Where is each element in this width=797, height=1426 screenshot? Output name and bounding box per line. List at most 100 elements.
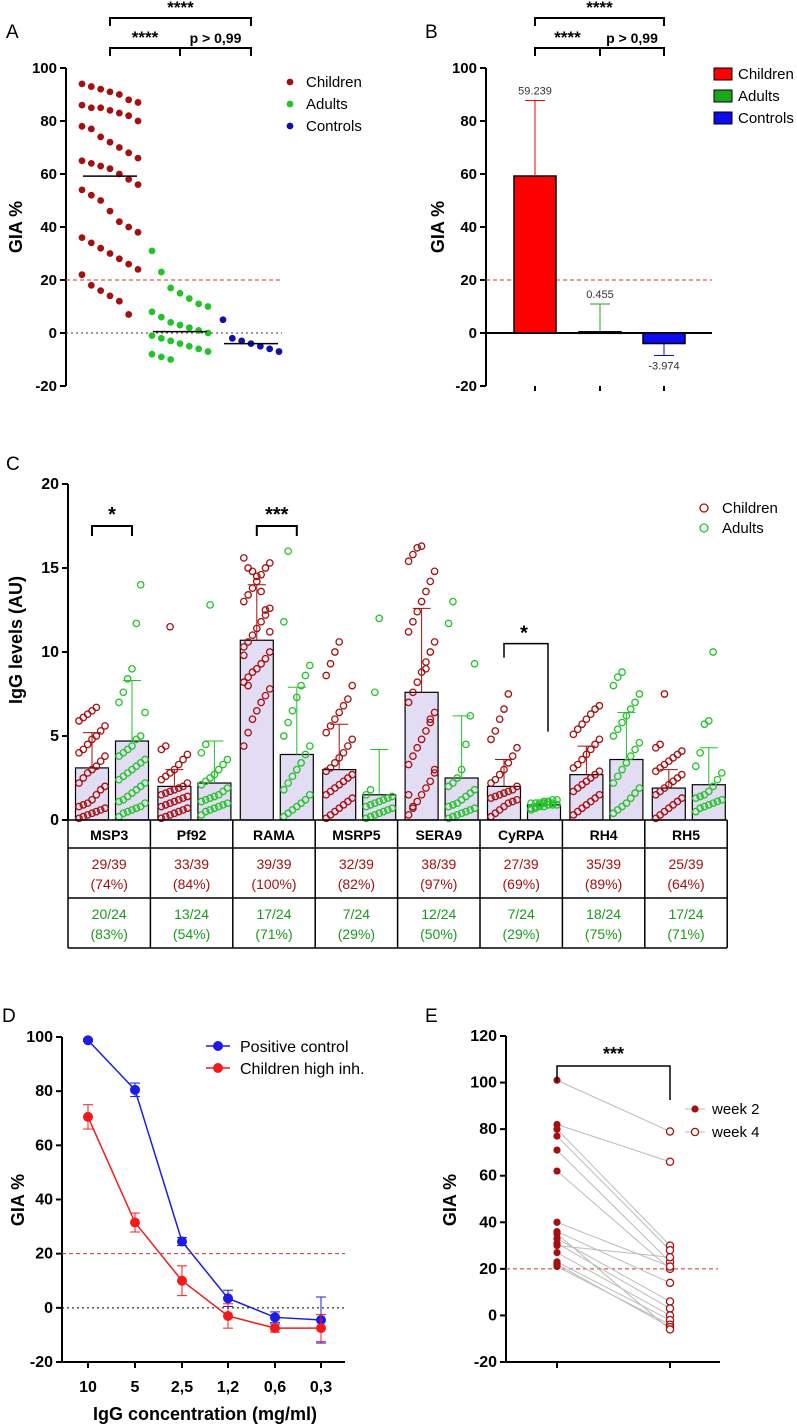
data-point-children: [161, 801, 170, 809]
table-children-pct: (82%): [338, 876, 375, 892]
data-point-week-4: [665, 1127, 675, 1136]
data-point-children: [106, 250, 114, 257]
table-adults-count: 13/24: [174, 906, 209, 922]
data-point-children: [125, 96, 133, 104]
data-point-adults: [622, 711, 631, 720]
data-point-children: [331, 715, 339, 724]
y-axis-label: GIA %: [8, 1174, 28, 1226]
y-tick-label: 100: [26, 1029, 53, 1046]
data-point-children: [422, 587, 430, 596]
legend-label: Children: [738, 66, 794, 83]
significance-bracket-label: ****: [554, 28, 581, 47]
data-point-week-2: [553, 1125, 561, 1133]
data-point-children: [244, 728, 252, 737]
data-point-children: [239, 651, 248, 660]
data-point-children: [157, 814, 166, 823]
table-adults-pct: (29%): [503, 926, 540, 942]
data-point-adults: [119, 809, 128, 818]
y-tick-label: 20: [460, 272, 477, 289]
data-point-children: [500, 705, 508, 713]
data-point-adults: [301, 750, 310, 759]
data-point-children: [252, 624, 261, 633]
data-point-adults: [214, 802, 223, 811]
data-point-children: [97, 197, 105, 204]
table-children-count: 29/39: [92, 856, 127, 872]
data-point-adults: [219, 801, 227, 809]
data-point: [316, 1323, 326, 1334]
table-antigen-label: RH5: [672, 827, 700, 843]
data-point-children: [422, 784, 430, 792]
data-point-week-4: [665, 1297, 675, 1306]
data-point-controls: [219, 316, 227, 324]
data-point-children: [404, 698, 413, 707]
x-tick-label: 0,6: [264, 1379, 286, 1396]
significance-bracket-label: *: [520, 623, 528, 645]
data-point-controls: [266, 345, 274, 353]
data-point-children: [92, 732, 101, 740]
data-point-children: [166, 622, 174, 631]
data-point-children: [106, 165, 114, 173]
data-point-adults: [305, 790, 314, 799]
data-point-adults: [713, 775, 722, 784]
data-point-adults: [119, 688, 128, 697]
y-tick-label: 120: [470, 1028, 497, 1045]
data-point-adults: [185, 295, 193, 302]
table-children-pct: (89%): [585, 876, 622, 892]
data-point-children: [239, 554, 248, 562]
x-axis-label: IgG concentration (mg/ml): [93, 1404, 317, 1424]
data-point-children: [422, 664, 430, 673]
table-adults-pct: (29%): [338, 926, 375, 942]
data-point-children: [513, 795, 521, 804]
table-children-count: 38/39: [421, 856, 456, 872]
y-tick-label: 20: [41, 476, 59, 493]
data-point: [223, 1293, 233, 1304]
data-point-children: [125, 223, 133, 231]
table-adults-pct: (54%): [173, 926, 210, 942]
bar-adults: [578, 331, 622, 335]
data-point-children: [166, 769, 174, 777]
data-point-children: [161, 742, 170, 750]
data-point-adults: [462, 807, 470, 816]
data-point-adults: [444, 802, 453, 811]
data-point: [177, 1275, 187, 1286]
y-tick-label: -20: [30, 1354, 53, 1371]
data-point-week-4: [665, 1304, 675, 1313]
data-point: [270, 1323, 280, 1334]
data-point-children: [252, 577, 261, 586]
data-point-children: [569, 764, 578, 772]
data-point-children: [422, 727, 430, 735]
data-point-children: [504, 787, 513, 796]
data-point-children: [75, 748, 83, 757]
paired-line: [556, 1149, 671, 1263]
legend-marker: [699, 503, 709, 513]
data-point-adults: [635, 738, 644, 747]
legend-marker: [213, 1041, 223, 1051]
table-adults-pct: (83%): [91, 926, 128, 942]
panel-b: -20 0 20 40 60 80 100 GIA % 59.239 Children 0.455 A…: [428, 0, 794, 395]
data-point-children: [97, 104, 105, 112]
significance-bracket-label: ***: [603, 1044, 624, 1064]
data-point-adults: [531, 799, 540, 808]
data-point-children: [569, 730, 578, 739]
table-children-pct: (100%): [251, 876, 296, 892]
table-children-pct: (97%): [420, 876, 457, 892]
data-point-children: [244, 681, 252, 690]
significance-bracket-label: ****: [167, 0, 194, 17]
data-point-adults: [305, 742, 314, 750]
legend-marker: [691, 1105, 699, 1113]
data-point-children: [134, 266, 142, 273]
data-point-adults: [388, 804, 397, 813]
data-point-adults: [288, 772, 297, 781]
data-point-adults: [148, 308, 156, 316]
data-point-adults: [470, 659, 479, 668]
data-point-children: [170, 809, 179, 818]
legend-marker: [213, 1063, 223, 1073]
data-point-children: [257, 659, 265, 668]
bar-children: [404, 691, 439, 821]
panel-d: -20 0 20 40 60 80 100 GIA % 10 5 2,5 1,2 0,6 0,3 IgG c…: [8, 1029, 365, 1424]
data-point-children: [673, 750, 682, 759]
series-line: [87, 1116, 321, 1329]
data-point-children: [573, 760, 582, 769]
x-tick-label: 2,5: [171, 1379, 193, 1396]
legend-label: week 2: [711, 1101, 760, 1118]
